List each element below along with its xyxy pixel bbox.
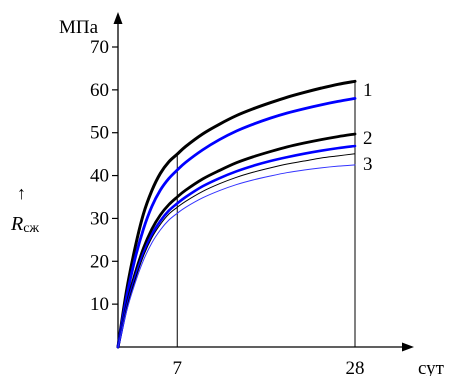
curve-1-blue bbox=[116, 97, 357, 349]
x-ticks: 7 28 bbox=[173, 358, 365, 376]
y-tick-label: 30 bbox=[90, 208, 109, 229]
x-tick-label: 7 bbox=[173, 358, 183, 376]
vertical-reference-lines bbox=[176, 81, 356, 347]
curve-label-1: 1 bbox=[363, 80, 373, 101]
curve-3-blue bbox=[117, 164, 356, 348]
y-tick-label: 50 bbox=[90, 123, 109, 144]
y-tick-label: 20 bbox=[90, 251, 109, 272]
y-quantity-arrow: ↑ bbox=[17, 183, 26, 203]
y-axis-unit: МПа bbox=[59, 17, 99, 38]
y-tick-label: 40 bbox=[90, 166, 109, 187]
curve-2-black bbox=[116, 132, 357, 349]
curves bbox=[116, 79, 357, 349]
y-quantity-subscript: сж bbox=[23, 221, 39, 236]
y-tick-label: 60 bbox=[90, 80, 109, 101]
y-ticks: 10 20 30 40 50 60 70 bbox=[90, 37, 118, 315]
curve-1-black bbox=[116, 79, 357, 349]
curve-labels: 1 2 3 bbox=[363, 80, 373, 175]
y-quantity-symbol: Rсж bbox=[10, 213, 39, 236]
y-axis-group: МПа bbox=[59, 12, 123, 347]
x-tick-label: 28 bbox=[346, 358, 365, 376]
y-tick-label: 70 bbox=[90, 37, 109, 58]
curve-label-3: 3 bbox=[363, 154, 373, 175]
x-axis-arrow bbox=[402, 342, 414, 352]
y-quantity-label: ↑ Rсж bbox=[10, 183, 39, 236]
curve-label-2: 2 bbox=[363, 128, 373, 149]
y-axis-arrow bbox=[113, 12, 123, 24]
curve-3-black bbox=[117, 153, 356, 348]
y-tick-label: 10 bbox=[90, 294, 109, 315]
x-axis-unit: сут bbox=[418, 358, 445, 376]
x-axis-group: сут bbox=[118, 342, 445, 376]
y-quantity-letter: R bbox=[10, 213, 23, 235]
curve-2-blue bbox=[116, 144, 357, 349]
